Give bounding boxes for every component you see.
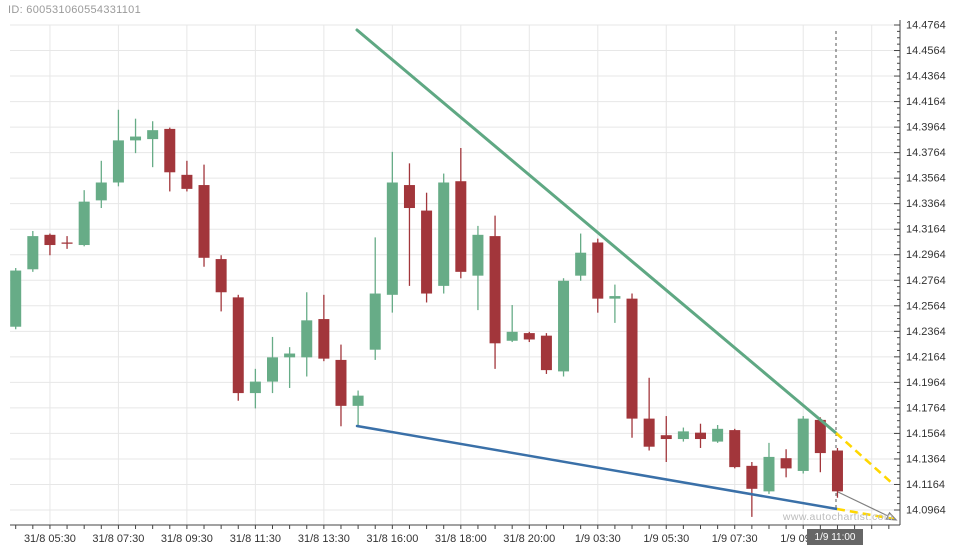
candle-body-bullish (249, 381, 261, 394)
candle-body-bearish (489, 236, 501, 344)
x-axis-label: 1/9 07:30 (712, 533, 758, 545)
candle-body-bearish (181, 174, 193, 189)
x-axis-label: 31/8 16:00 (366, 533, 418, 545)
candle-body-bearish (164, 128, 176, 173)
candle-body-bullish (267, 357, 278, 382)
candle-body-bullish (558, 280, 570, 372)
watermark-text: www.autochartist.com (782, 511, 893, 523)
y-axis-label: 14.2164 (906, 351, 946, 363)
y-axis-label: 14.4164 (906, 96, 946, 108)
candle-body-bearish (61, 242, 73, 244)
candle-body-bearish (831, 450, 843, 492)
y-axis-label: 14.4364 (906, 71, 946, 83)
forecast-arrow-line (837, 491, 889, 517)
candle-body-bullish (352, 395, 364, 406)
candle-body-bearish (215, 259, 227, 293)
candle-body-bullish (438, 182, 450, 286)
candle-body-bullish (472, 234, 484, 276)
y-axis-label: 14.4764 (906, 20, 946, 32)
x-axis-label: 31/8 09:30 (161, 533, 213, 545)
candle-body-bearish (455, 181, 467, 272)
y-axis-label: 14.2564 (906, 300, 946, 312)
pattern-id-label: ID: 600531060554331101 (8, 4, 142, 16)
candle-body-bearish (780, 458, 792, 469)
candle-body-bearish (540, 335, 552, 371)
candle-body-bullish (386, 182, 398, 295)
y-axis-label: 14.3964 (906, 122, 946, 134)
candle-body-bearish (421, 210, 433, 294)
y-axis-label: 14.1164 (906, 479, 945, 491)
candle-body-bearish (198, 185, 210, 258)
candle-body-bullish (10, 270, 22, 327)
candle-body-bullish (763, 456, 775, 492)
candle-body-bearish (232, 297, 244, 394)
pattern-end-time-badge: 1/9 11:00 (807, 529, 863, 545)
y-axis-label: 14.3164 (906, 224, 946, 236)
y-axis-label: 14.3564 (906, 173, 946, 185)
x-axis-label: 31/8 18:00 (435, 533, 487, 545)
candle-body-bullish (506, 331, 518, 341)
candle-body-bullish (712, 428, 724, 442)
candle-body-bullish (575, 252, 587, 276)
x-axis-label: 31/8 20:00 (503, 533, 555, 545)
x-axis-label: 31/8 05:30 (24, 533, 76, 545)
candle-body-bullish (609, 296, 621, 299)
candle-body-bullish (78, 201, 90, 246)
candle-body-bullish (301, 320, 313, 358)
x-axis-label: 31/8 07:30 (92, 533, 144, 545)
candle-body-bullish (797, 418, 809, 471)
y-axis-label: 14.1964 (906, 377, 946, 389)
candle-body-bullish (369, 293, 381, 350)
candle-body-bullish (95, 182, 107, 201)
candle-body-bullish (130, 136, 142, 141)
candle-body-bearish (335, 359, 347, 406)
candle-body-bearish (592, 242, 604, 299)
forecast-dashed-lower (836, 507, 895, 521)
candle-body-bearish (318, 319, 330, 359)
x-axis-label: 31/8 11:30 (230, 533, 281, 545)
candle-body-bearish (814, 419, 826, 454)
candle-body-bearish (626, 298, 638, 419)
y-axis-label: 14.1564 (906, 428, 946, 440)
y-axis-label: 14.4564 (906, 45, 946, 57)
candle-body-bullish (147, 130, 159, 140)
x-axis-label: 31/8 13:30 (298, 533, 350, 545)
candle-body-bearish (523, 333, 535, 340)
candle-body-bearish (403, 185, 415, 209)
y-axis-label: 14.3364 (906, 198, 946, 210)
y-axis-label: 14.2964 (906, 249, 946, 261)
candle-body-bullish (112, 140, 124, 183)
candle-body-bearish (44, 234, 56, 246)
y-axis-label: 14.1364 (906, 453, 946, 465)
candle-body-bullish (27, 236, 39, 270)
y-axis-label: 14.0964 (906, 505, 946, 517)
candle-body-bearish (746, 465, 758, 489)
candle-body-bearish (660, 435, 672, 440)
candle-body-bullish (677, 431, 689, 440)
y-axis-label: 14.2764 (906, 275, 946, 287)
y-axis-label: 14.1764 (906, 402, 946, 414)
x-axis-label: 1/9 05:30 (643, 533, 689, 545)
y-axis-label: 14.2364 (906, 326, 946, 338)
candle-body-bearish (695, 432, 706, 440)
lower-trendline (355, 424, 839, 511)
x-axis-label: 1/9 03:30 (575, 533, 621, 545)
candle-body-bearish (729, 430, 741, 468)
upper-trendline (355, 28, 838, 435)
candle-body-bullish (284, 353, 296, 358)
candle-body-bearish (643, 418, 655, 447)
forecast-arrow-head (885, 511, 898, 521)
y-axis-label: 14.3764 (906, 147, 946, 159)
